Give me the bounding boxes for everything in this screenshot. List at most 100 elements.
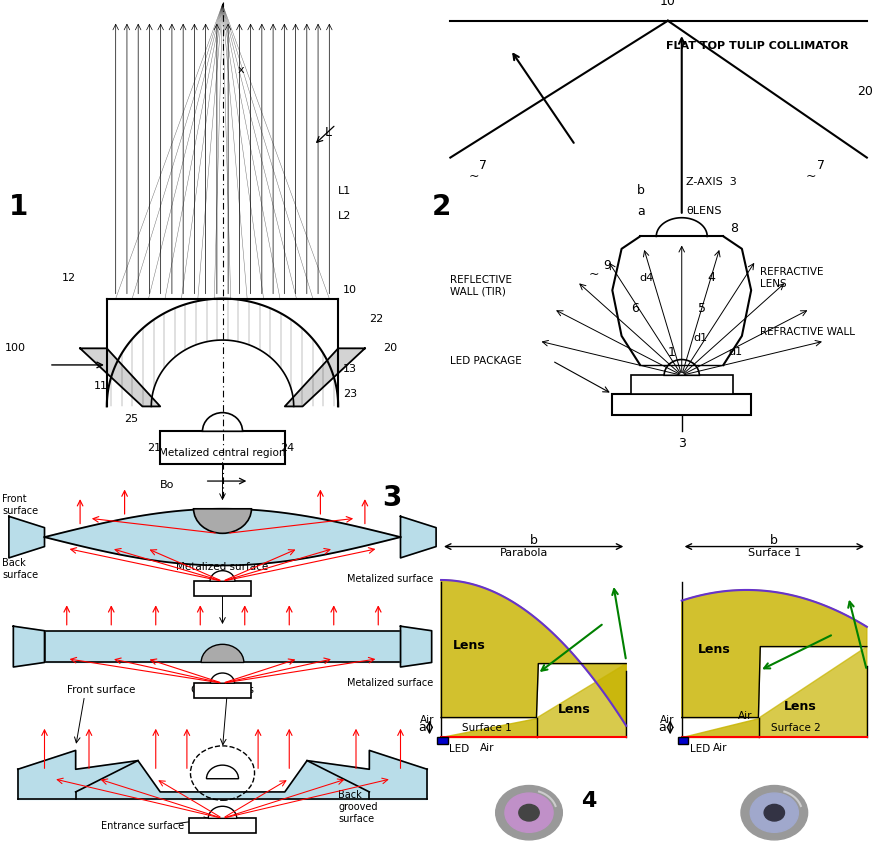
Text: REFRACTIVE
LENS: REFRACTIVE LENS bbox=[760, 267, 824, 288]
Text: Metalized surface: Metalized surface bbox=[347, 678, 433, 688]
Text: Surface 2: Surface 2 bbox=[771, 722, 821, 733]
Text: LED PACKAGE: LED PACKAGE bbox=[450, 356, 522, 366]
Wedge shape bbox=[201, 644, 244, 662]
Polygon shape bbox=[44, 631, 400, 662]
Text: 7: 7 bbox=[817, 160, 824, 172]
Text: d4: d4 bbox=[640, 273, 654, 283]
Text: 5: 5 bbox=[698, 303, 706, 316]
Polygon shape bbox=[285, 348, 365, 407]
FancyBboxPatch shape bbox=[194, 581, 252, 595]
Polygon shape bbox=[441, 717, 538, 737]
Polygon shape bbox=[107, 299, 338, 407]
Text: LED: LED bbox=[449, 744, 470, 754]
Wedge shape bbox=[206, 765, 239, 779]
Circle shape bbox=[505, 793, 553, 832]
Text: 1: 1 bbox=[668, 346, 676, 359]
Text: a: a bbox=[637, 205, 644, 218]
Text: 10: 10 bbox=[343, 286, 357, 295]
Wedge shape bbox=[194, 509, 252, 534]
Text: ~: ~ bbox=[588, 268, 599, 281]
Polygon shape bbox=[682, 590, 867, 717]
Polygon shape bbox=[682, 717, 759, 737]
Circle shape bbox=[750, 793, 798, 832]
Text: d1: d1 bbox=[693, 333, 708, 343]
FancyBboxPatch shape bbox=[612, 394, 751, 414]
Text: Air: Air bbox=[738, 711, 752, 722]
Text: 25: 25 bbox=[125, 414, 139, 424]
FancyBboxPatch shape bbox=[190, 819, 256, 833]
Text: 100: 100 bbox=[4, 343, 26, 353]
FancyBboxPatch shape bbox=[160, 432, 285, 464]
Text: 4: 4 bbox=[581, 791, 597, 812]
Polygon shape bbox=[44, 509, 400, 565]
Polygon shape bbox=[441, 580, 627, 726]
Text: Z-AXIS  3: Z-AXIS 3 bbox=[686, 178, 737, 187]
Polygon shape bbox=[538, 663, 627, 737]
Text: Lens: Lens bbox=[558, 704, 590, 716]
Wedge shape bbox=[664, 360, 700, 375]
Polygon shape bbox=[18, 751, 427, 800]
Text: Lens: Lens bbox=[698, 644, 731, 656]
Text: Metalized surface: Metalized surface bbox=[347, 574, 433, 583]
Circle shape bbox=[519, 805, 539, 821]
Text: L1: L1 bbox=[338, 186, 352, 196]
Text: Lens: Lens bbox=[783, 699, 816, 713]
Text: ~: ~ bbox=[806, 170, 816, 183]
Text: 24: 24 bbox=[280, 443, 295, 453]
Text: 20: 20 bbox=[383, 343, 397, 353]
Circle shape bbox=[741, 786, 807, 840]
Text: 3: 3 bbox=[382, 484, 401, 512]
Wedge shape bbox=[208, 807, 237, 819]
Wedge shape bbox=[203, 413, 242, 432]
Polygon shape bbox=[400, 517, 436, 558]
Text: 20: 20 bbox=[858, 85, 873, 98]
Text: L2: L2 bbox=[338, 211, 352, 221]
Text: Front
surface: Front surface bbox=[3, 494, 38, 516]
Text: 10: 10 bbox=[659, 0, 676, 9]
Text: Parabola: Parabola bbox=[500, 548, 548, 558]
Text: 8: 8 bbox=[731, 221, 739, 234]
FancyBboxPatch shape bbox=[437, 737, 448, 744]
Text: 3: 3 bbox=[678, 438, 685, 450]
Text: Air: Air bbox=[480, 743, 495, 752]
Text: Back
surface: Back surface bbox=[3, 559, 38, 580]
Text: a: a bbox=[417, 721, 425, 734]
Polygon shape bbox=[13, 626, 44, 667]
Text: Air: Air bbox=[660, 716, 675, 725]
Text: d1: d1 bbox=[728, 347, 742, 358]
Circle shape bbox=[765, 805, 784, 821]
Polygon shape bbox=[759, 647, 867, 737]
Text: Front surface: Front surface bbox=[67, 685, 135, 695]
Text: 7: 7 bbox=[479, 160, 487, 172]
Wedge shape bbox=[210, 571, 235, 581]
Text: REFRACTIVE WALL: REFRACTIVE WALL bbox=[760, 327, 855, 336]
Text: b: b bbox=[637, 184, 644, 197]
Text: Air: Air bbox=[420, 716, 434, 725]
Text: Surface 1: Surface 1 bbox=[463, 722, 513, 733]
Text: 21: 21 bbox=[147, 443, 161, 453]
FancyBboxPatch shape bbox=[194, 683, 252, 698]
Circle shape bbox=[496, 786, 562, 840]
Text: Metalized central region: Metalized central region bbox=[159, 448, 286, 458]
Text: Back
grooved
surface: Back grooved surface bbox=[338, 790, 377, 824]
Text: 22: 22 bbox=[369, 314, 384, 324]
Text: REFLECTIVE
WALL (TIR): REFLECTIVE WALL (TIR) bbox=[450, 275, 513, 297]
Text: Air: Air bbox=[714, 743, 728, 752]
Text: Entrance surface: Entrance surface bbox=[101, 821, 184, 831]
Polygon shape bbox=[80, 348, 160, 407]
Text: ~: ~ bbox=[468, 170, 479, 183]
Text: Metalized surface: Metalized surface bbox=[176, 561, 269, 571]
Text: θLENS: θLENS bbox=[686, 207, 722, 216]
FancyBboxPatch shape bbox=[631, 375, 732, 394]
FancyBboxPatch shape bbox=[678, 737, 688, 744]
Text: 23: 23 bbox=[343, 389, 357, 399]
Text: 9: 9 bbox=[603, 259, 611, 272]
Text: Lens: Lens bbox=[453, 638, 485, 652]
Text: b: b bbox=[771, 535, 778, 547]
Text: Surface 1: Surface 1 bbox=[748, 548, 801, 558]
Polygon shape bbox=[400, 626, 432, 667]
Text: 13: 13 bbox=[343, 364, 357, 374]
Text: 4: 4 bbox=[708, 271, 715, 284]
Text: b: b bbox=[530, 535, 538, 547]
Text: LED: LED bbox=[690, 744, 710, 754]
